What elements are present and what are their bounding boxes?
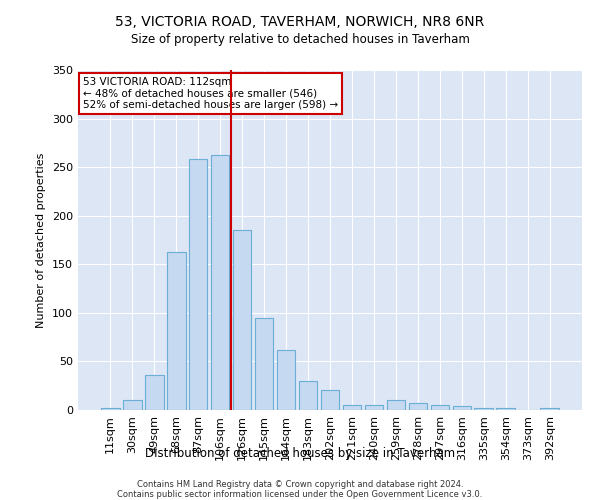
Text: 53, VICTORIA ROAD, TAVERHAM, NORWICH, NR8 6NR: 53, VICTORIA ROAD, TAVERHAM, NORWICH, NR… [115,15,485,29]
Text: Contains public sector information licensed under the Open Government Licence v3: Contains public sector information licen… [118,490,482,499]
Bar [452,406,471,410]
Bar [320,390,340,410]
Text: Distribution of detached houses by size in Taverham: Distribution of detached houses by size … [145,448,455,460]
Bar [496,408,515,410]
Bar [167,252,185,410]
Text: Size of property relative to detached houses in Taverham: Size of property relative to detached ho… [131,32,469,46]
Bar [475,408,493,410]
Bar [299,381,317,410]
Text: Contains HM Land Registry data © Crown copyright and database right 2024.: Contains HM Land Registry data © Crown c… [137,480,463,489]
Bar [431,405,449,410]
Bar [365,405,383,410]
Y-axis label: Number of detached properties: Number of detached properties [37,152,46,328]
Text: 53 VICTORIA ROAD: 112sqm
← 48% of detached houses are smaller (546)
52% of semi-: 53 VICTORIA ROAD: 112sqm ← 48% of detach… [83,77,338,110]
Bar [189,160,208,410]
Bar [277,350,295,410]
Bar [101,408,119,410]
Bar [145,375,164,410]
Bar [123,400,142,410]
Bar [255,318,274,410]
Bar [233,230,251,410]
Bar [211,154,229,410]
Bar [541,408,559,410]
Bar [343,405,361,410]
Bar [386,400,405,410]
Bar [409,403,427,410]
